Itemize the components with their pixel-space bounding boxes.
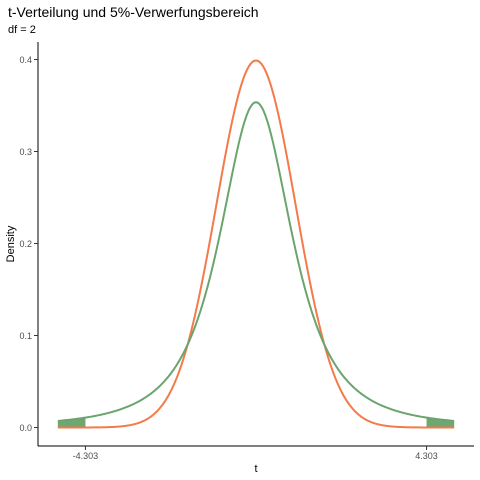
- y-tick-label: 0.3: [19, 147, 32, 157]
- curve-layer: [57, 59, 455, 429]
- y-tick-label: 0.4: [19, 55, 32, 65]
- chart-subtitle: df = 2: [8, 24, 36, 36]
- x-tick-label: 4.303: [415, 451, 438, 461]
- rejection-region-layer: [57, 417, 455, 428]
- t-density-line: [57, 101, 455, 422]
- x-axis-title: t: [254, 463, 257, 475]
- chart-title: t-Verteilung und 5%-Verwerfungsbereich: [8, 4, 259, 20]
- x-tick-layer: -4.303 4.303: [73, 446, 438, 461]
- y-tick-layer: 0.0 0.1 0.2 0.3 0.4: [19, 55, 38, 433]
- y-axis-title: Density: [5, 225, 17, 262]
- y-tick-label: 0.1: [19, 331, 32, 341]
- rejection-region-left: [57, 417, 86, 428]
- x-tick-label: -4.303: [73, 451, 99, 461]
- rejection-region-right: [426, 417, 455, 428]
- normal-density-line: [57, 59, 455, 429]
- y-tick-label: 0.2: [19, 239, 32, 249]
- y-tick-label: 0.0: [19, 423, 32, 433]
